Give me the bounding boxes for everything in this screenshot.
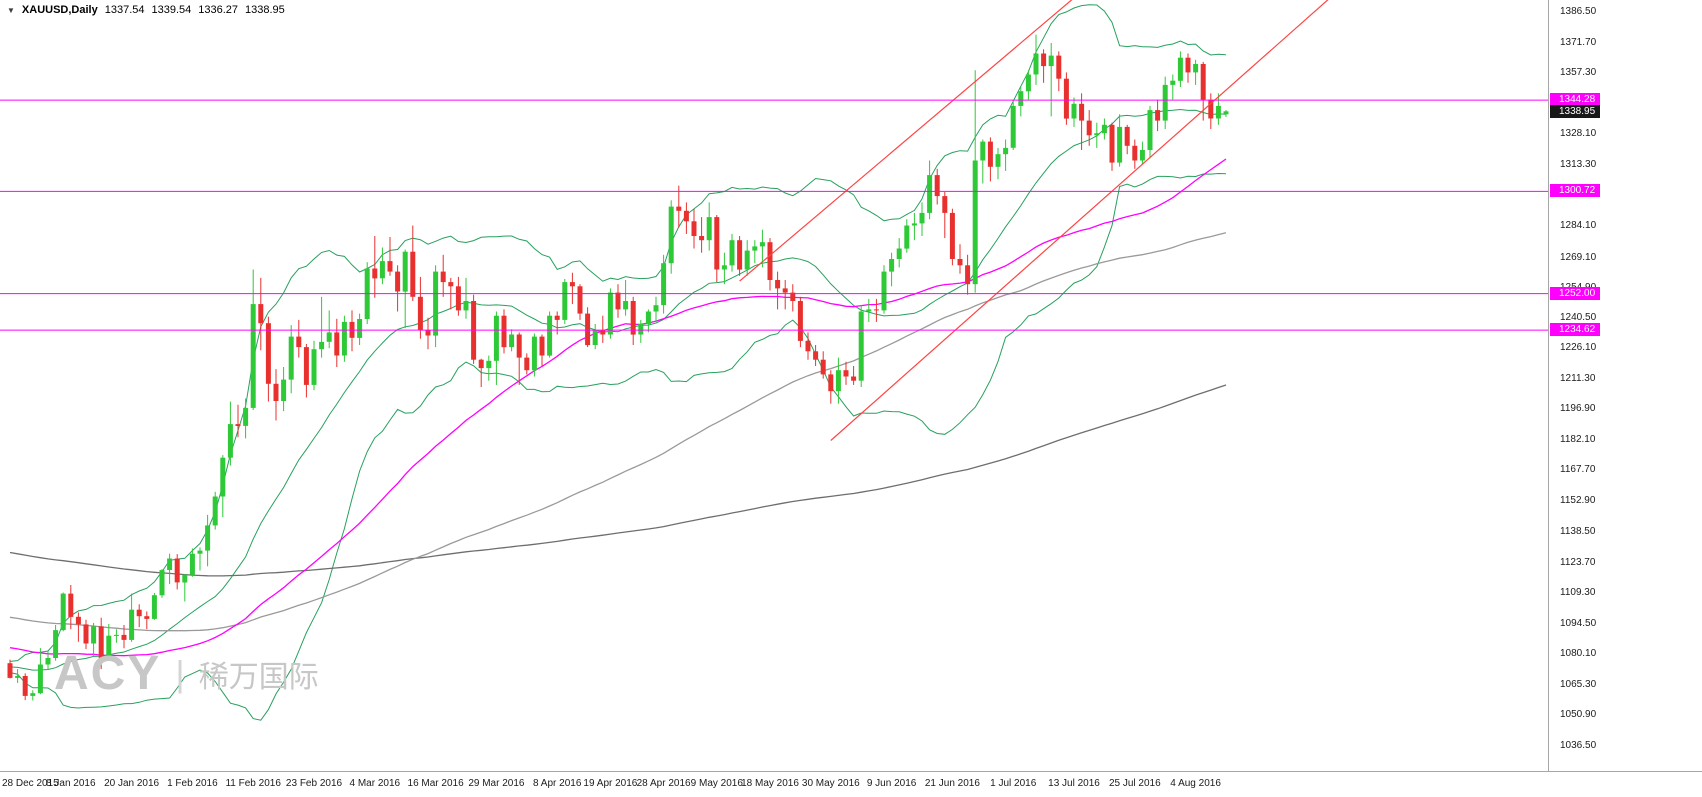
price-tick-label: 1211.30 [1560, 372, 1596, 384]
broker-name-chinese: 稀万国际 [198, 660, 319, 694]
price-tick-label: 1196.90 [1560, 403, 1596, 415]
price-tick-label: 1050.90 [1560, 709, 1597, 721]
price-tick-label: 1109.30 [1560, 586, 1596, 598]
price-tick-label: 1036.50 [1560, 739, 1597, 751]
price-tick-label: 1371.70 [1560, 36, 1597, 48]
ohlc-close: 1338.95 [245, 4, 285, 16]
date-tick-label: 9 Jun 2016 [866, 778, 917, 789]
price-axis[interactable]: 1386.50 1371.70 1357.30 1328.10 1313.30 1284.… [1548, 0, 1702, 771]
price-tick-label: 1269.10 [1560, 251, 1597, 263]
date-tick-label: 1 Jul 2016 [990, 778, 1037, 789]
price-tick-label: 1167.70 [1560, 464, 1596, 476]
date-tick-label: 30 May 2016 [801, 778, 860, 789]
level-price-label: 1344.28 [1550, 93, 1601, 107]
level-price-label: 1252.00 [1550, 286, 1601, 300]
price-tick-label: 1123.70 [1560, 556, 1596, 568]
date-tick-label: 29 Mar 2016 [468, 778, 525, 789]
chart-collapse-icon[interactable]: ▼ [7, 5, 15, 15]
date-tick-label: 18 May 2016 [741, 778, 799, 789]
date-tick-label: 23 Feb 2016 [285, 778, 343, 789]
watermark-separator: | [175, 652, 185, 694]
price-tick-label: 1138.50 [1560, 525, 1596, 537]
price-tick-label: 1386.50 [1560, 5, 1597, 17]
date-tick-label: 28 Apr 2016 [636, 778, 691, 789]
price-tick-label: 1284.10 [1560, 220, 1597, 232]
chart-canvas[interactable] [0, 0, 1548, 771]
symbol-info-bar: ▼ XAUUSD,Daily 1337.54 1339.54 1336.27 1… [7, 4, 285, 16]
date-tick-label: 25 Jul 2016 [1108, 778, 1161, 789]
broker-watermark: ACY | 稀万国际 [54, 646, 319, 701]
time-axis[interactable]: 28 Dec 2015 8 Jan 2016 20 Jan 2016 1 Feb 20… [0, 771, 1702, 797]
current-price-label: 1338.95 [1550, 105, 1601, 119]
ohlc-open: 1337.54 [104, 4, 145, 16]
date-tick-label: 21 Jun 2016 [924, 778, 980, 789]
chart-plot-area[interactable] [0, 0, 1548, 771]
date-tick-label: 13 Jul 2016 [1048, 778, 1100, 789]
ohlc-high: 1339.54 [151, 4, 192, 16]
date-tick-label: 4 Aug 2016 [1170, 778, 1221, 789]
date-tick-label: 4 Mar 2016 [349, 778, 401, 789]
price-tick-label: 1226.10 [1560, 341, 1597, 353]
price-tick-label: 1357.30 [1560, 66, 1597, 78]
ohlc-low: 1336.27 [198, 4, 239, 16]
date-tick-label: 20 Jan 2016 [104, 778, 160, 789]
price-tick-label: 1182.10 [1560, 434, 1596, 446]
broker-logo-text: ACY [54, 647, 162, 700]
date-tick-label: 9 May 2016 [690, 778, 743, 789]
price-tick-label: 1065.30 [1560, 679, 1597, 691]
symbol-timeframe-label: XAUUSD,Daily [21, 4, 98, 16]
date-tick-label: 16 Mar 2016 [407, 778, 464, 789]
level-price-label: 1300.72 [1550, 184, 1601, 198]
date-tick-label: 19 Apr 2016 [583, 778, 638, 789]
price-tick-label: 1094.50 [1560, 617, 1597, 629]
date-tick-label: 11 Feb 2016 [225, 778, 281, 789]
price-tick-label: 1240.50 [1560, 311, 1597, 323]
price-tick-label: 1080.10 [1560, 648, 1597, 660]
date-tick-label: 8 Jan 2016 [46, 778, 96, 789]
price-tick-label: 1152.90 [1560, 495, 1596, 507]
date-tick-label: 1 Feb 2016 [167, 778, 218, 789]
price-tick-label: 1313.30 [1560, 159, 1597, 171]
level-price-label: 1234.62 [1550, 323, 1601, 337]
price-tick-label: 1328.10 [1560, 128, 1597, 140]
date-tick-label: 28 Dec 2015 [2, 778, 59, 789]
date-tick-label: 8 Apr 2016 [533, 778, 582, 789]
